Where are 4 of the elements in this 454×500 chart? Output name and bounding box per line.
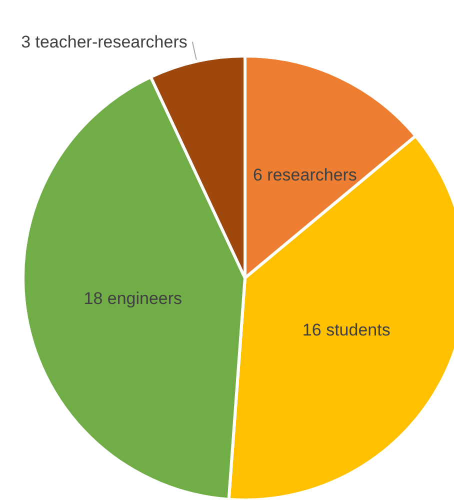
data-label: 6 researchers [253,165,357,184]
data-label: 18 engineers [84,289,182,308]
data-label: 3 teacher-researchers [21,32,188,52]
data-label: 16 students [302,320,390,340]
